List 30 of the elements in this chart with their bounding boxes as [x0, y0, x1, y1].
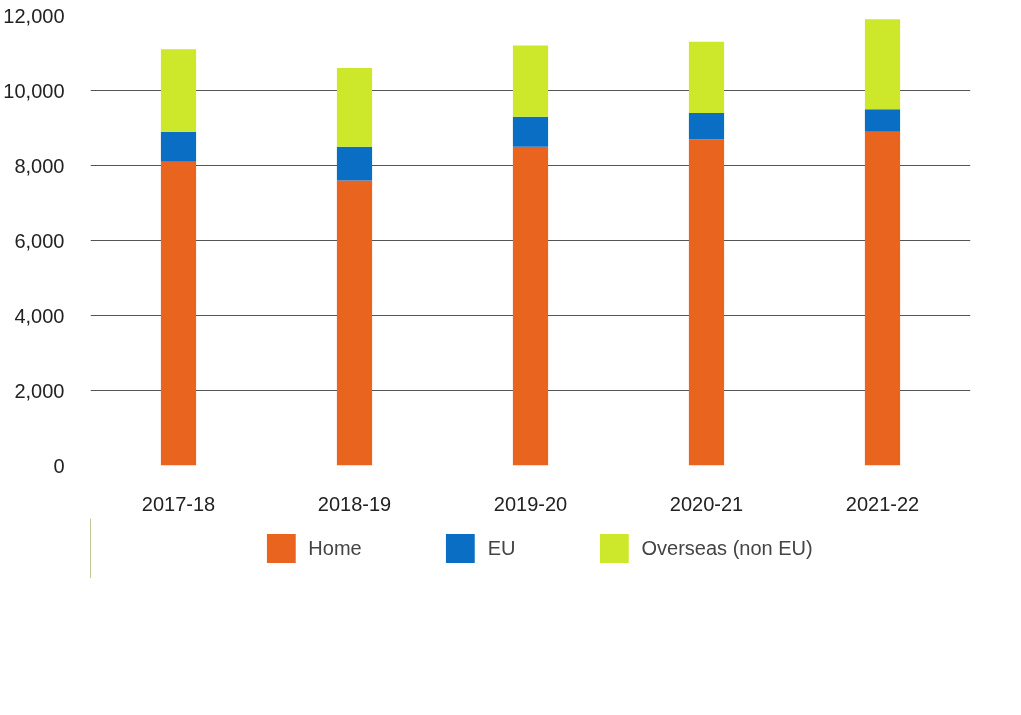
y-tick-label: 6,000 — [14, 229, 65, 252]
bar — [688, 113, 725, 140]
bar — [864, 131, 901, 466]
y-tick-label: 4,000 — [14, 304, 65, 327]
bar — [512, 116, 549, 147]
legend-label: Overseas (non EU) — [641, 536, 813, 560]
bar — [336, 180, 373, 466]
bar — [160, 49, 197, 132]
bar — [336, 146, 373, 181]
bar — [688, 41, 725, 113]
bar — [864, 109, 901, 132]
bar — [160, 131, 197, 162]
y-tick-label: 12,000 — [3, 4, 65, 27]
bar — [512, 146, 549, 466]
y-tick-label: 0 — [53, 454, 65, 477]
y-tick-label: 8,000 — [14, 154, 65, 177]
x-tick-label: 2017-18 — [141, 492, 216, 515]
y-tick-label: 2,000 — [14, 379, 65, 402]
bar — [160, 161, 197, 466]
x-tick-label: 2020-21 — [669, 492, 744, 515]
legend-label: Home — [308, 536, 362, 560]
x-tick-label: 2019-20 — [493, 492, 568, 515]
bar — [688, 139, 725, 466]
y-tick-label: 10,000 — [3, 79, 65, 102]
bar — [864, 19, 901, 110]
bar — [512, 45, 549, 117]
x-tick-label: 2018-19 — [317, 492, 392, 515]
legend-label: EU — [487, 536, 516, 560]
bar — [336, 68, 373, 147]
x-tick-label: 2021-22 — [845, 492, 920, 515]
